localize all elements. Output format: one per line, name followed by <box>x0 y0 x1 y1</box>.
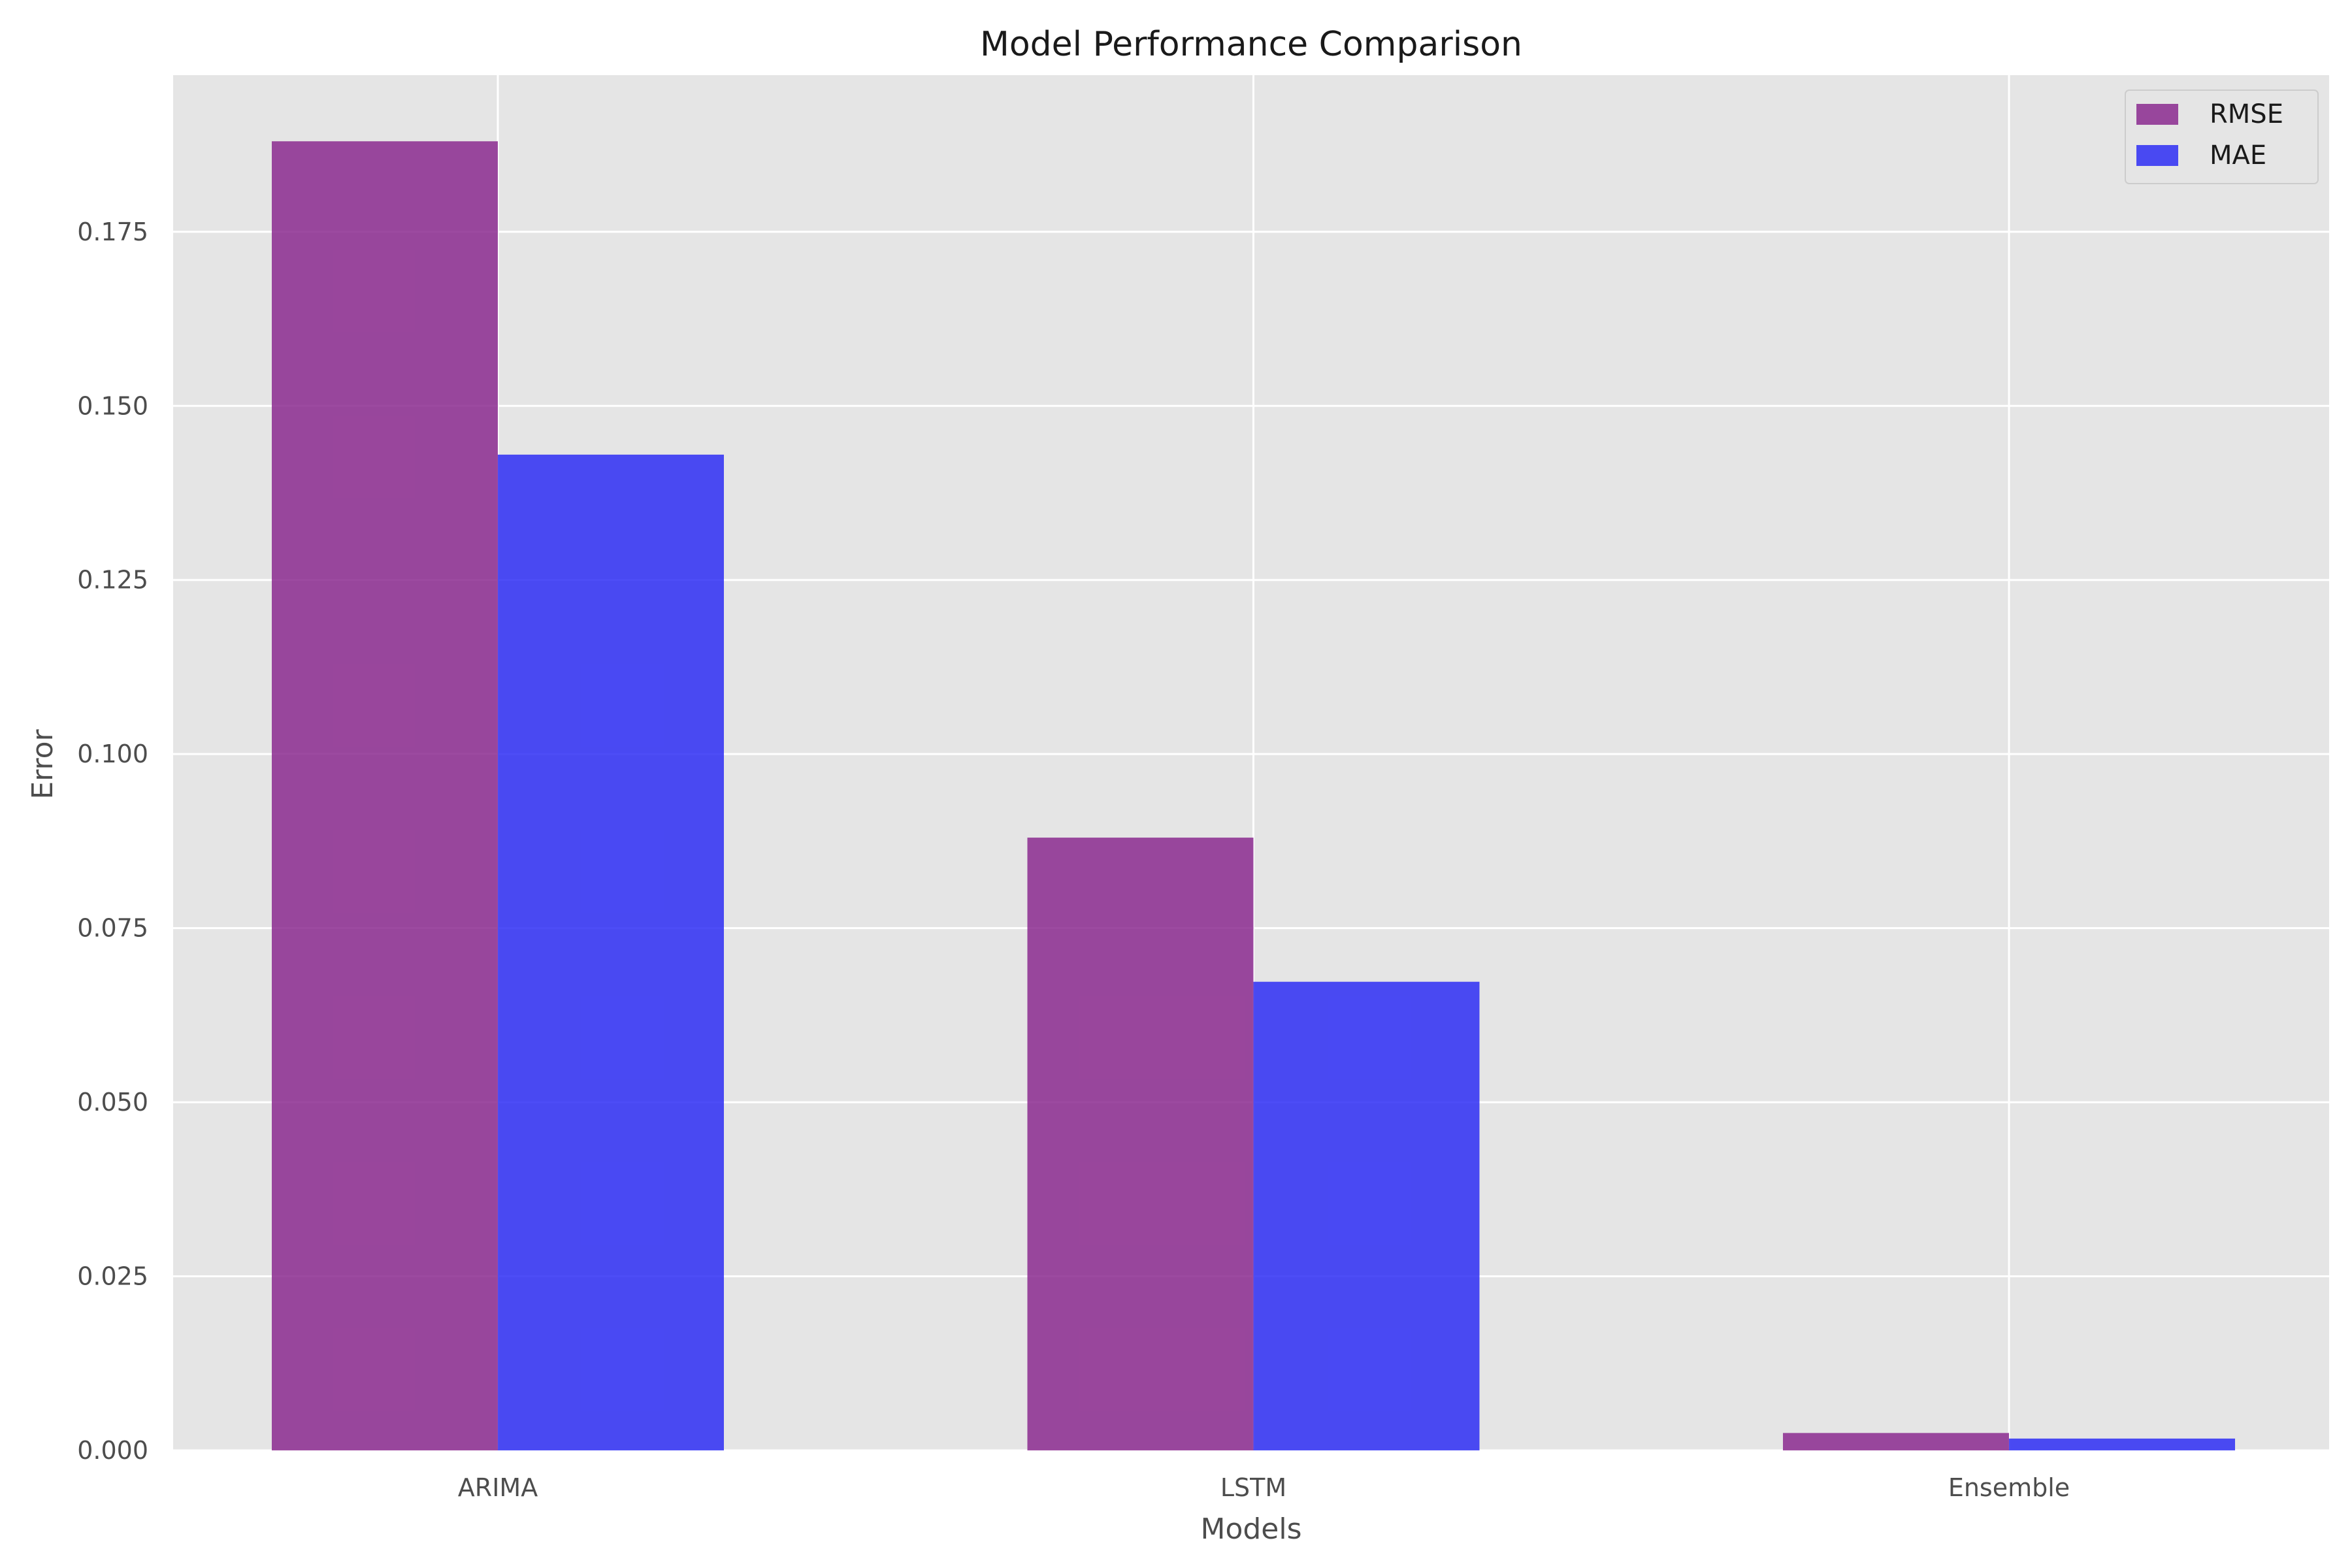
bar-mae-lstm <box>1253 981 1480 1450</box>
y-tick-label: 0.175 <box>77 218 148 246</box>
bars <box>272 141 2235 1450</box>
bar-mae-arima <box>498 454 724 1450</box>
y-axis-title: Error <box>26 728 59 799</box>
x-axis-ticks: ARIMA LSTM Ensemble <box>458 1473 2070 1502</box>
x-tick-label: Ensemble <box>1948 1473 2070 1502</box>
legend-label-mae: MAE <box>2210 140 2266 171</box>
legend-label-rmse: RMSE <box>2210 99 2283 129</box>
y-tick-label: 0.025 <box>77 1262 148 1291</box>
x-tick-label: ARIMA <box>458 1473 538 1502</box>
y-tick-label: 0.100 <box>77 740 148 768</box>
bar-rmse-lstm <box>1027 838 1254 1450</box>
chart-title: Model Performance Comparison <box>980 25 1522 64</box>
bar-mae-ensemble <box>2009 1438 2235 1450</box>
bar-rmse-ensemble <box>1783 1433 2009 1450</box>
legend-swatch-mae <box>2136 145 2178 166</box>
x-axis-title: Models <box>1200 1512 1301 1546</box>
y-tick-label: 0.000 <box>77 1436 148 1465</box>
y-tick-label: 0.050 <box>77 1088 148 1117</box>
y-tick-label: 0.150 <box>77 391 148 420</box>
legend: RMSE MAE <box>2125 90 2319 184</box>
x-tick-label: LSTM <box>1220 1473 1286 1502</box>
bar-rmse-arima <box>272 141 498 1450</box>
y-tick-label: 0.125 <box>77 566 148 595</box>
y-axis-ticks: 0.000 0.025 0.050 0.075 0.100 0.125 0.150 0.175 <box>77 218 148 1465</box>
legend-swatch-rmse <box>2136 104 2178 125</box>
y-tick-label: 0.075 <box>77 914 148 943</box>
